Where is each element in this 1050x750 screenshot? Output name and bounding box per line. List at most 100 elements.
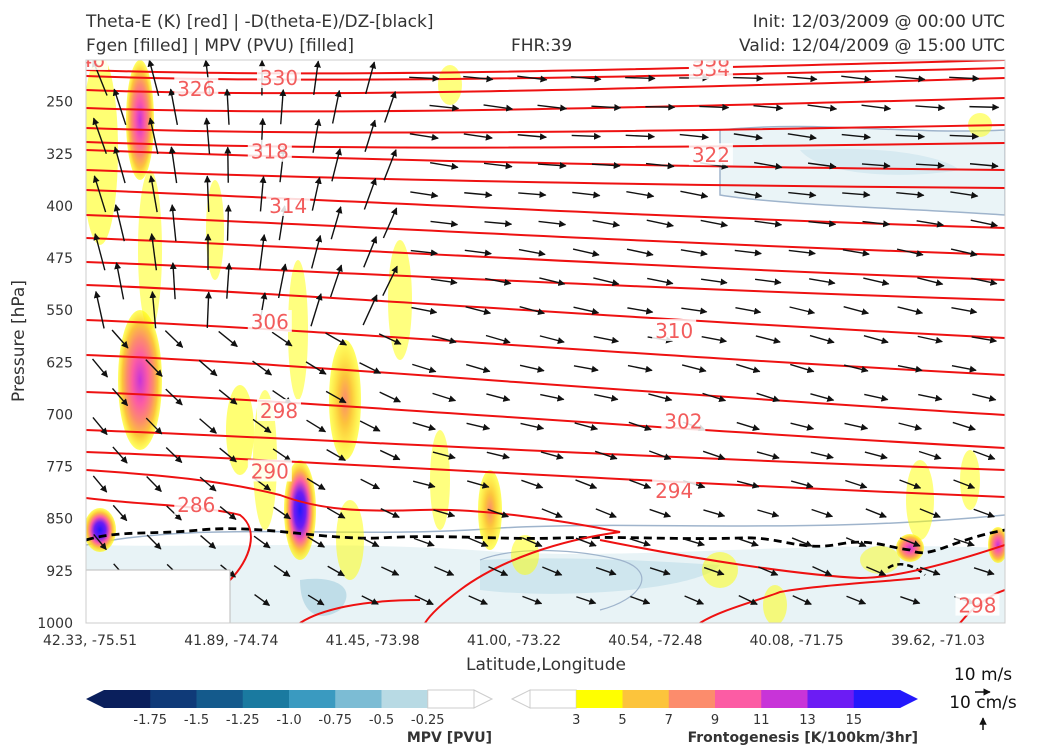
- wind-vector: [147, 60, 160, 96]
- wind-vector: [864, 393, 889, 402]
- x-axis-label: Latitude,Longitude: [466, 655, 626, 675]
- wind-vector: [648, 393, 673, 402]
- theta-e-contour-labels: 346 326 330 318 314 306 298 290 286 310 302 294 322 3…: [86, 60, 1000, 618]
- wind-vector: [950, 248, 978, 257]
- wind-vector: [409, 74, 440, 82]
- wind-vector: [734, 249, 762, 257]
- mpv-colorbar-tick: -1.0: [276, 713, 301, 728]
- wind-vector: [111, 387, 129, 407]
- wind-vector: [900, 596, 921, 605]
- theta-e-contour-label: 290: [251, 459, 289, 483]
- theta-e-contour-label: 310: [655, 319, 693, 343]
- fgen-colorbar-tick: 15: [845, 713, 862, 728]
- wind-vector: [844, 422, 869, 431]
- wind-vector: [145, 417, 163, 435]
- y-tick-label: 700: [46, 407, 73, 423]
- wind-vector: [866, 566, 887, 576]
- wind-vector: [625, 132, 656, 140]
- wind-vector: [736, 363, 761, 374]
- chart-title-line1: Theta-E (K) [red] | -D(theta-E)/DZ-[blac…: [86, 12, 434, 32]
- wind-vector: [629, 538, 651, 547]
- wind-vector: [484, 220, 513, 228]
- wind-vector: [306, 477, 326, 491]
- wind-vector: [466, 422, 491, 431]
- wind-vector: [916, 220, 945, 228]
- theta-e-contour-label: 298: [260, 399, 298, 423]
- mpv-colorbar: -1.75 -1.5 -1.25 -1.0 -0.75 -0.5 -0.25 MPV [PV…: [86, 689, 494, 746]
- wind-vector: [627, 364, 653, 373]
- wind-vector: [465, 306, 492, 315]
- wind-vector: [112, 88, 127, 126]
- wind-vector: [576, 596, 597, 605]
- wind-vector: [224, 204, 232, 241]
- contour-label-bg: [247, 310, 292, 333]
- plot-frame: [85, 59, 1006, 624]
- wind-vector: [384, 90, 397, 123]
- wind-vector: [537, 162, 567, 170]
- wind-vector: [145, 359, 163, 377]
- contour-label-bg: [86, 60, 108, 70]
- wind-vector: [626, 248, 654, 257]
- wind-vector: [969, 162, 999, 170]
- wind-vector: [148, 117, 159, 155]
- wind-vector: [225, 262, 233, 299]
- y-tick-label: 400: [46, 199, 73, 215]
- wind-vector: [310, 234, 323, 269]
- wind-vector: [277, 263, 288, 299]
- wind-vector: [594, 393, 619, 402]
- wind-vector: [382, 207, 398, 239]
- wind-vector: [360, 536, 380, 548]
- wind-vector: [93, 290, 105, 329]
- wind-vector: [381, 566, 400, 576]
- wind-vector: [166, 505, 182, 521]
- theta-e-line: [599, 539, 1005, 580]
- wind-vector: [520, 422, 545, 431]
- wind-vector: [365, 61, 377, 95]
- init-time-label: Init: 12/03/2009 @ 00:00 UTC: [752, 12, 1005, 32]
- wind-vector: [595, 566, 617, 576]
- wind-vector: [146, 476, 162, 492]
- wind-vector: [200, 535, 216, 549]
- fgen-colorbar-segment: [761, 690, 808, 708]
- quiver-key-vertical-label: 10 cm/s: [949, 693, 1017, 713]
- theta-e-contour-label: 302: [664, 409, 702, 433]
- wind-vector: [330, 206, 343, 240]
- theta-e-line: [86, 214, 1005, 256]
- wind-vector: [252, 360, 273, 376]
- wind-vector: [737, 537, 759, 547]
- wind-vector: [787, 133, 817, 141]
- wind-vector: [521, 479, 544, 489]
- wind-vector: [896, 248, 924, 257]
- wind-vector: [92, 417, 108, 436]
- wind-vector: [951, 365, 977, 373]
- theta-e-line: [86, 169, 1005, 189]
- wind-vector: [972, 450, 996, 461]
- mpv-colorbar-tick: -0.75: [318, 713, 352, 728]
- wind-vector: [593, 277, 620, 287]
- wind-vector: [899, 537, 921, 547]
- wind-vector: [112, 504, 128, 522]
- wind-vector: [279, 89, 287, 125]
- wind-vector: [841, 75, 872, 83]
- wind-vector: [949, 132, 980, 140]
- wind-vector: [430, 161, 459, 170]
- wind-vector: [361, 595, 379, 605]
- wind-vector: [538, 220, 567, 228]
- wind-vector: [468, 595, 488, 605]
- mpv-colorbar-tick: -0.25: [411, 713, 445, 728]
- wind-vector: [313, 60, 321, 95]
- wind-vector: [169, 204, 177, 242]
- theta-e-line: [86, 261, 1005, 301]
- wind-vector: [306, 419, 327, 433]
- wind-vector: [467, 480, 490, 489]
- wind-vector: [111, 329, 129, 349]
- wind-vector: [733, 74, 764, 82]
- wind-vector: [700, 219, 728, 228]
- wind-vector: [165, 388, 183, 406]
- wind-vector: [519, 305, 546, 316]
- wind-vector: [683, 538, 705, 547]
- x-tick-label: 41.00, -73.22: [467, 633, 561, 649]
- wind-vector: [972, 393, 997, 402]
- wind-vector: [595, 508, 617, 518]
- wind-vector: [518, 248, 546, 257]
